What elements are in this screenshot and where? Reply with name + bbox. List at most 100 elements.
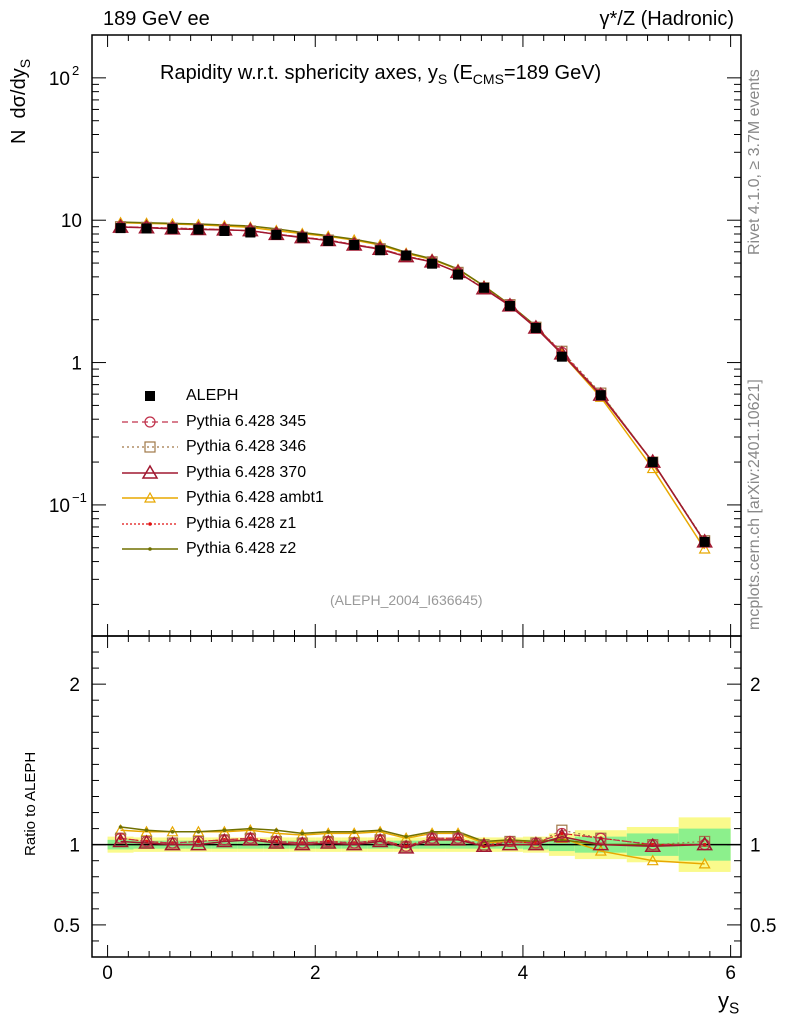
ratio-point-p370 xyxy=(501,836,519,851)
ratio-point-p370 xyxy=(696,836,713,851)
ratio-point-p370 xyxy=(527,836,545,851)
ratio-series-p370 xyxy=(112,828,713,854)
legend-key-ALEPH xyxy=(145,391,155,401)
ratio-y-tick-label-right: 0.5 xyxy=(750,916,776,937)
ratio-point-p370 xyxy=(475,837,493,853)
ratio-point-p370 xyxy=(553,828,571,843)
ratio-y-tick-label-right: 1 xyxy=(750,836,761,857)
ratio-point-p370 xyxy=(423,831,441,846)
legend-key-p346 xyxy=(122,441,178,453)
ratio-point-p370 xyxy=(371,832,389,848)
ratio-point-z2 xyxy=(248,826,253,831)
x-tick-label: 2 xyxy=(310,963,321,984)
legend-key-ambt1 xyxy=(122,491,178,503)
legend-key-p345 xyxy=(122,415,178,428)
y-tick-exponent: −1 xyxy=(72,490,87,505)
ratio-point-z2 xyxy=(222,828,227,833)
y-tick-label: 10 xyxy=(49,69,70,90)
ratio-point-z2 xyxy=(404,834,408,839)
ratio-point-z2 xyxy=(144,828,149,833)
legend-label: Pythia 6.428 345 xyxy=(186,412,307,430)
legend-marker-p370 xyxy=(141,464,159,479)
main-point-ALEPH xyxy=(141,223,152,234)
ratio-y-tick-label: 1 xyxy=(69,836,80,857)
main-point-ALEPH xyxy=(245,227,256,238)
ratio-point-z2 xyxy=(170,830,175,834)
ratio-point-p370 xyxy=(216,832,233,848)
legend-item-p370: Pythia 6.428 370 xyxy=(120,463,420,487)
ratio-point-z2 xyxy=(196,830,201,834)
main-y-axis-title: N dσ/dyS xyxy=(8,58,33,144)
legend-item-ALEPH: ALEPH xyxy=(120,386,420,410)
title-suffix: =189 GeV) xyxy=(503,62,602,84)
ratio-point-z1 xyxy=(326,839,331,844)
x-axis-title: yS xyxy=(718,988,740,1018)
title-sub-cms: CMS xyxy=(472,70,504,87)
title-mid: (E xyxy=(447,62,473,84)
main-point-ALEPH xyxy=(193,224,204,235)
main-point-ALEPH xyxy=(478,282,489,293)
legend-marker-ambt1 xyxy=(143,491,157,503)
main-point-ALEPH xyxy=(271,229,282,240)
legend-label: Pythia 6.428 z2 xyxy=(186,540,297,557)
main-point-ALEPH xyxy=(167,223,178,234)
main-point-ALEPH xyxy=(375,245,386,256)
legend-key-p370 xyxy=(122,464,178,479)
x-tick-label: 6 xyxy=(725,963,736,984)
main-point-ambt1 xyxy=(698,542,711,554)
ratio-point-p370 xyxy=(138,834,155,849)
ratio-point-p370 xyxy=(319,834,337,849)
ratio-point-p370 xyxy=(164,836,181,851)
ratio-point-p370 xyxy=(112,832,129,848)
main-point-ALEPH xyxy=(349,239,360,250)
legend-item-ambt1: Pythia 6.428 ambt1 xyxy=(120,488,420,512)
analysis-id: (ALEPH_2004_I636645) xyxy=(330,592,483,608)
title-prefix: Rapidity w.r.t. sphericity axes, y xyxy=(160,62,438,84)
ratio-point-p345 xyxy=(595,832,607,844)
ratio-point-p370 xyxy=(397,839,415,854)
y-tick-label: 10 xyxy=(49,496,70,517)
ratio-point-p370 xyxy=(268,834,285,849)
legend-key-z2 xyxy=(122,547,178,551)
x-tick-label: 0 xyxy=(102,963,113,984)
ratio-point-p370 xyxy=(345,836,363,851)
legend-item-z2: Pythia 6.428 z2 xyxy=(120,539,420,563)
main-point-ALEPH xyxy=(504,300,515,311)
mcplots-label: mcplots.cern.ch [arXiv:2401.10621] xyxy=(746,379,763,630)
main-point-ALEPH xyxy=(401,250,412,261)
main-point-ALEPH xyxy=(647,457,658,468)
main-point-ALEPH xyxy=(453,269,464,280)
ratio-point-p370 xyxy=(644,837,662,853)
main-point-ALEPH xyxy=(530,322,541,333)
ratio-point-p370 xyxy=(190,836,207,851)
legend-item-p345: Pythia 6.428 345 xyxy=(120,412,420,436)
legend-marker-p346 xyxy=(144,441,156,453)
legend-label: Pythia 6.428 370 xyxy=(186,463,307,481)
main-point-ALEPH xyxy=(297,232,308,243)
main-point-ALEPH xyxy=(323,235,334,246)
ratio-point-z2 xyxy=(378,828,382,833)
main-point-ALEPH xyxy=(427,258,438,269)
ratio-y-tick-label: 0.5 xyxy=(54,916,80,937)
ratio-point-ambt1 xyxy=(594,844,607,856)
legend-label: Pythia 6.428 ambt1 xyxy=(186,489,324,506)
ratio-point-z2 xyxy=(118,825,123,829)
ratio-point-p370 xyxy=(592,836,610,851)
legend-label: ALEPH xyxy=(186,387,239,404)
ratio-panel-frame xyxy=(91,635,742,958)
ratio-point-z2 xyxy=(274,828,279,833)
main-point-ALEPH xyxy=(556,351,567,362)
ratio-point-ambt1 xyxy=(698,857,711,869)
rivet-label: Rivet 4.1.0, ≥ 3.7M events xyxy=(746,69,763,255)
header-left: 189 GeV ee xyxy=(103,8,210,30)
y-tick-exponent: 2 xyxy=(72,63,79,78)
ratio-y-axis-title: Ratio to ALEPH xyxy=(22,751,39,856)
legend-label: Pythia 6.428 z1 xyxy=(186,514,297,532)
legend-marker-p345 xyxy=(144,415,156,428)
header-right: γ*/Z (Hadronic) xyxy=(599,8,734,30)
legend-item-z1: Pythia 6.428 z1 xyxy=(120,514,420,538)
legend-marker-z2 xyxy=(148,547,152,551)
ratio-point-p370 xyxy=(242,831,259,846)
chart-title: Rapidity w.r.t. sphericity axes, yS (ECM… xyxy=(160,62,601,87)
